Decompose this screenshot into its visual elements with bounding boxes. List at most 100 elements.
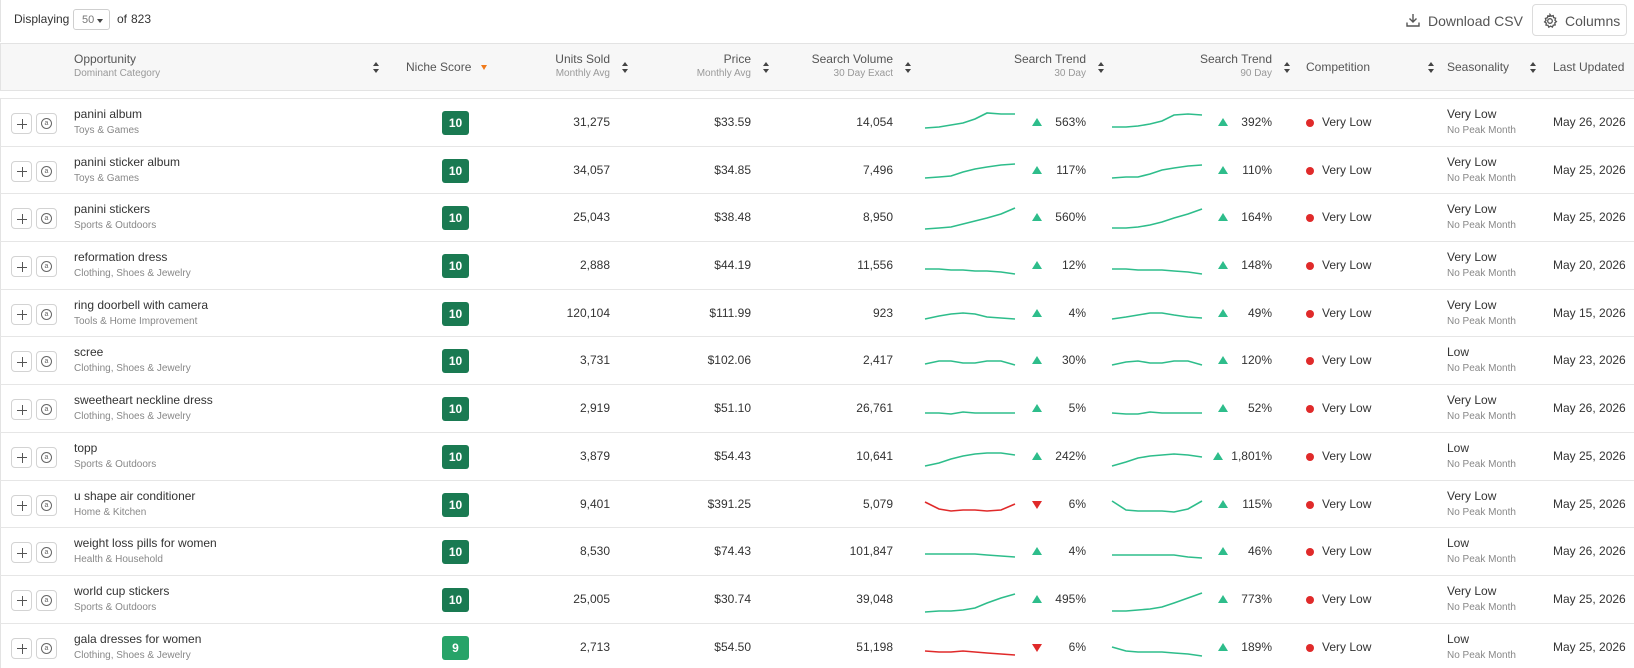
opportunity-cell[interactable]: topp Sports & Outdoors — [74, 441, 156, 470]
add-to-list-button[interactable] — [11, 160, 32, 182]
opportunity-cell[interactable]: weight loss pills for women Health & Hous… — [74, 536, 217, 565]
sort-icon[interactable] — [1530, 62, 1537, 74]
table-row[interactable]: a world cup stickers Sports & Outdoors 10 25… — [0, 574, 1634, 623]
table-row[interactable]: a ring doorbell with camera Tools & Home I… — [0, 288, 1634, 337]
column-header-competition[interactable]: Competition — [1306, 60, 1371, 74]
table-row[interactable]: a sweetheart neckline dress Clothing, Shoe… — [0, 384, 1634, 432]
dominant-category: Home & Kitchen — [74, 506, 147, 518]
add-to-list-button[interactable] — [11, 113, 32, 134]
column-header-last-updated[interactable]: Last Updated — [1553, 60, 1625, 74]
amazon-link-button[interactable]: a — [36, 160, 57, 182]
amazon-link-button[interactable]: a — [36, 303, 57, 325]
amazon-link-button[interactable]: a — [36, 256, 57, 278]
per-page-select[interactable]: 50 — [73, 9, 110, 30]
add-to-list-button[interactable] — [11, 303, 32, 325]
opportunity-cell[interactable]: world cup stickers Sports & Outdoors — [74, 584, 169, 613]
column-header-price[interactable]: Price Monthly Avg — [696, 52, 751, 79]
opportunity-name[interactable]: weight loss pills for women — [74, 536, 217, 551]
amazon-link-button[interactable]: a — [36, 637, 57, 659]
column-header-units-sold[interactable]: Units Sold Monthly Avg — [555, 52, 610, 79]
download-csv-button[interactable]: Download CSV — [1398, 6, 1529, 34]
table-row[interactable]: a weight loss pills for women Health & Hou… — [0, 527, 1634, 575]
sort-icon[interactable] — [905, 62, 912, 74]
sort-icon[interactable] — [1428, 62, 1435, 74]
column-header-niche-score[interactable]: Niche Score — [406, 60, 472, 74]
opportunity-name[interactable]: topp — [74, 440, 98, 455]
table-row[interactable]: a u shape air conditioner Home & Kitchen 10… — [0, 479, 1634, 528]
seasonality-cell: Low No Peak Month — [1447, 345, 1516, 374]
amazon-link-button[interactable]: a — [36, 589, 57, 611]
amazon-link-button[interactable]: a — [36, 208, 57, 230]
seasonality-value: Very Low — [1447, 583, 1497, 598]
opportunity-name[interactable]: panini sticker album — [74, 154, 181, 169]
sort-icon[interactable] — [373, 62, 380, 74]
peak-month: No Peak Month — [1447, 125, 1516, 136]
last-updated-value: May 25, 2026 — [1553, 496, 1626, 511]
opportunity-name[interactable]: sweetheart neckline dress — [74, 393, 213, 408]
search-volume-value: 10,641 — [856, 448, 893, 463]
opportunity-cell[interactable]: scree Clothing, Shoes & Jewelry — [74, 345, 191, 374]
opportunity-cell[interactable]: panini stickers Sports & Outdoors — [74, 202, 156, 231]
add-to-list-button[interactable] — [11, 351, 32, 373]
amazon-link-button[interactable]: a — [36, 351, 57, 373]
table-row[interactable]: a scree Clothing, Shoes & Jewelry 10 3,731 $1… — [0, 336, 1634, 385]
column-header-search-trend-30[interactable]: Search Trend 30 Day — [1013, 52, 1086, 79]
add-to-list-button[interactable] — [11, 399, 32, 421]
search-trend-90-sparkline — [1111, 645, 1203, 657]
opportunity-name[interactable]: reformation dress — [74, 250, 168, 265]
search-trend-30-sparkline — [924, 452, 1016, 467]
amazon-link-button[interactable]: a — [36, 542, 57, 564]
table-row[interactable]: a panini stickers Sports & Outdoors 10 25,04… — [0, 193, 1634, 242]
table-row[interactable]: a gala dresses for women Clothing, Shoes &… — [0, 622, 1634, 668]
opportunity-name[interactable]: u shape air conditioner — [74, 488, 196, 503]
table-row[interactable]: a panini sticker album Toys & Games 10 34,05… — [0, 145, 1634, 194]
amazon-link-button[interactable]: a — [36, 113, 57, 134]
sort-icon[interactable] — [622, 62, 629, 74]
amazon-link-button[interactable]: a — [36, 446, 57, 468]
opportunity-name[interactable]: panini stickers — [74, 202, 151, 217]
add-to-list-button[interactable] — [11, 589, 32, 611]
add-to-list-button[interactable] — [11, 637, 32, 659]
opportunity-cell[interactable]: sweetheart neckline dress Clothing, Shoes… — [74, 393, 213, 422]
opportunity-cell[interactable]: reformation dress Clothing, Shoes & Jewel… — [74, 250, 191, 279]
sort-desc-icon[interactable] — [481, 65, 487, 70]
opportunity-name[interactable]: world cup stickers — [74, 583, 170, 598]
opportunity-cell[interactable]: ring doorbell with camera Tools & Home Im… — [74, 298, 208, 327]
table-row[interactable]: a reformation dress Clothing, Shoes & Jewe… — [0, 241, 1634, 289]
search-trend-30-sparkline — [925, 411, 1015, 415]
niche-score-badge: 10 — [442, 540, 469, 565]
search-trend-30-value: 6% — [1068, 639, 1086, 654]
sort-icon[interactable] — [1098, 62, 1105, 74]
amazon-link-button[interactable]: a — [36, 399, 57, 421]
competition-status-dot — [1306, 309, 1314, 318]
seasonality-cell: Low No Peak Month — [1447, 536, 1516, 565]
of-label: of — [117, 12, 128, 26]
opportunity-name[interactable]: scree — [74, 345, 104, 360]
column-header-search-trend-90[interactable]: Search Trend 90 Day — [1199, 52, 1272, 79]
search-trend-90-value: 164% — [1241, 210, 1272, 225]
opportunity-cell[interactable]: gala dresses for women Clothing, Shoes & … — [74, 632, 201, 661]
opportunity-name[interactable]: panini album — [74, 107, 143, 121]
opportunity-cell[interactable]: panini sticker album Toys & Games — [74, 155, 180, 184]
opportunity-name[interactable]: gala dresses for women — [74, 631, 202, 646]
amazon-link-button[interactable]: a — [36, 494, 57, 516]
column-header-opportunity[interactable]: Opportunity Dominant Category — [74, 52, 161, 79]
opportunity-cell[interactable]: panini album Toys & Games — [74, 107, 142, 136]
columns-button[interactable]: Columns — [1532, 4, 1627, 36]
sort-icon[interactable] — [1284, 62, 1291, 74]
search-trend-90-sparkline — [1111, 411, 1202, 415]
add-to-list-button[interactable] — [11, 208, 32, 230]
sort-icon[interactable] — [763, 62, 770, 74]
add-to-list-button[interactable] — [11, 256, 32, 278]
add-to-list-button[interactable] — [11, 542, 32, 564]
dominant-category: Clothing, Shoes & Jewelry — [74, 363, 191, 375]
add-to-list-button[interactable] — [11, 494, 32, 516]
column-header-search-volume[interactable]: Search Volume 30 Day Exact — [811, 52, 893, 79]
opportunity-name[interactable]: ring doorbell with camera — [74, 297, 209, 312]
table-row[interactable]: a panini album Toys & Games 10 31,275 $33.59 1… — [0, 98, 1634, 146]
add-to-list-button[interactable] — [11, 446, 32, 468]
opportunity-cell[interactable]: u shape air conditioner Home & Kitchen — [74, 489, 195, 518]
units-sold-value: 34,057 — [573, 162, 610, 177]
table-row[interactable]: a topp Sports & Outdoors 10 3,879 $54.43 10,64… — [0, 431, 1634, 480]
column-header-seasonality[interactable]: Seasonality — [1447, 60, 1510, 74]
